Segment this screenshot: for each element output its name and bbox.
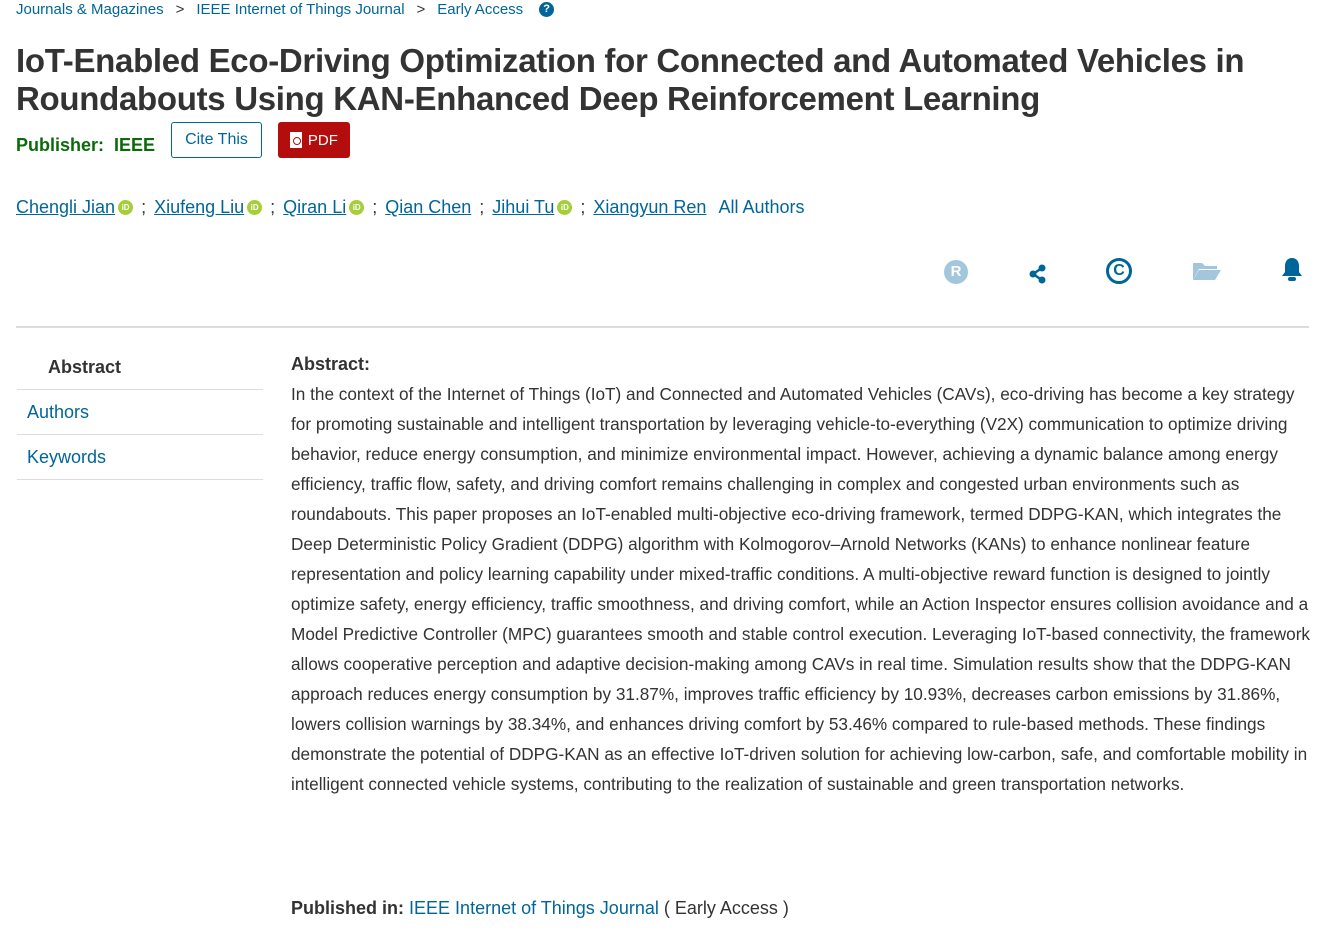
- folder-icon[interactable]: [1192, 260, 1222, 287]
- breadcrumb-journal[interactable]: IEEE Internet of Things Journal: [196, 1, 405, 18]
- orcid-icon[interactable]: iD: [247, 200, 263, 215]
- orcid-icon[interactable]: iD: [118, 200, 134, 215]
- side-nav-keywords[interactable]: Keywords: [17, 435, 263, 480]
- published-in-status: ( Early Access ): [663, 898, 789, 918]
- breadcrumb-journals-magazines[interactable]: Journals & Magazines: [16, 1, 164, 18]
- published-in: Published in: IEEE Internet of Things Jo…: [291, 898, 789, 919]
- author-link[interactable]: Jihui Tu: [492, 197, 555, 217]
- publisher-value: IEEE: [114, 134, 156, 155]
- published-in-label: Published in:: [291, 898, 405, 918]
- breadcrumb-separator: >: [416, 1, 426, 18]
- side-nav: Abstract Authors Keywords: [17, 345, 263, 480]
- copyright-icon[interactable]: C: [1106, 258, 1132, 284]
- author-link[interactable]: Xiangyun Ren: [593, 197, 707, 217]
- orcid-icon[interactable]: iD: [557, 200, 573, 215]
- author-link[interactable]: Qiran Li: [283, 197, 347, 217]
- author-separator: ;: [141, 197, 147, 217]
- author-separator: ;: [580, 197, 586, 217]
- pdf-label: PDF: [307, 131, 338, 149]
- side-nav-authors[interactable]: Authors: [17, 390, 263, 435]
- pdf-button[interactable]: PDF: [277, 122, 350, 158]
- rights-icon[interactable]: R: [944, 260, 968, 284]
- author-separator: ;: [372, 197, 378, 217]
- pdf-icon: [289, 132, 302, 148]
- author-link[interactable]: Qian Chen: [385, 197, 472, 217]
- side-nav-abstract[interactable]: Abstract: [17, 345, 263, 390]
- share-icon[interactable]: [1028, 262, 1048, 284]
- publisher-label: Publisher:: [16, 134, 105, 155]
- abstract-text: In the context of the Internet of Things…: [291, 384, 1311, 794]
- page-title: IoT-Enabled Eco-Driving Optimization for…: [16, 42, 1245, 117]
- all-authors-link[interactable]: All Authors: [718, 197, 805, 217]
- author-separator: ;: [479, 197, 485, 217]
- action-toolbar: R C: [940, 258, 1310, 286]
- author-separator: ;: [270, 197, 276, 217]
- orcid-icon[interactable]: iD: [349, 200, 365, 215]
- divider: [16, 326, 1309, 328]
- author-link[interactable]: Xiufeng Liu: [154, 197, 245, 217]
- cite-this-button[interactable]: Cite This: [171, 122, 262, 158]
- abstract-heading: Abstract:: [291, 354, 371, 374]
- publisher: Publisher: IEEE: [16, 135, 155, 156]
- breadcrumb-early-access[interactable]: Early Access: [437, 1, 524, 18]
- breadcrumb: Journals & Magazines > IEEE Internet of …: [16, 1, 555, 18]
- breadcrumb-separator: >: [175, 1, 185, 18]
- published-in-journal-link[interactable]: IEEE Internet of Things Journal: [409, 898, 659, 918]
- help-icon[interactable]: ?: [539, 2, 555, 17]
- alert-bell-icon[interactable]: [1280, 256, 1304, 289]
- author-list: Chengli Jian iD; Xiufeng Liu iD; Qiran Li iD;…: [16, 197, 805, 218]
- author-link[interactable]: Chengli Jian: [16, 197, 116, 217]
